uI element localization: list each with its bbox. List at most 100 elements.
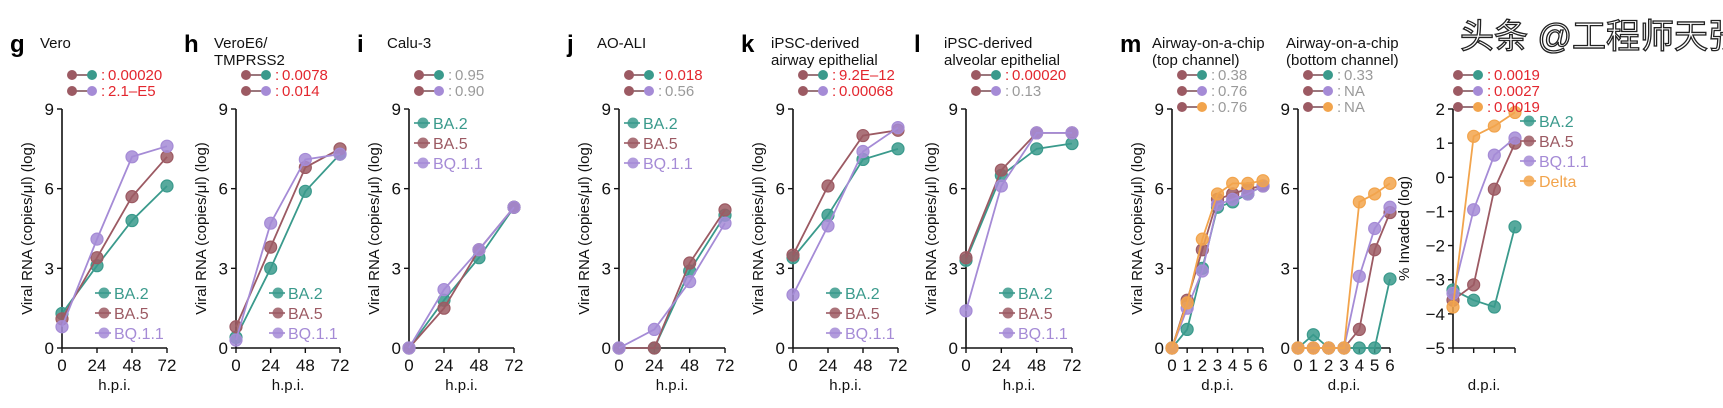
data-point (1368, 221, 1382, 236)
series-BA.2 (1446, 220, 1522, 314)
legend-marker (1002, 287, 1014, 299)
y-tick-label: 0 (45, 339, 54, 358)
data-point (1467, 203, 1481, 217)
series-BA.5 (1446, 136, 1522, 307)
x-tick-label: 72 (1063, 356, 1082, 375)
y-tick-label: 3 (219, 259, 228, 278)
data-point (229, 333, 243, 347)
p-value: 0.56 (665, 83, 694, 100)
data-point (1180, 322, 1194, 337)
panel-letter: k (741, 31, 755, 58)
series-line (235, 148, 341, 328)
pair-dot (1453, 86, 1463, 96)
legend-marker (1523, 155, 1535, 167)
series-BQ.1.1 (1446, 131, 1522, 300)
legend-label: BQ.1.1 (1018, 326, 1068, 343)
legend: BA.2 BA.5 BQ.1.1 (414, 116, 483, 173)
y-tick-label: 3 (392, 259, 401, 278)
y-tick-label: 0 (949, 339, 958, 358)
legend-label: BA.2 (288, 286, 323, 303)
p-value: 0.13 (1012, 83, 1041, 100)
data-point (125, 213, 139, 228)
x-tick-label: 3 (1339, 356, 1348, 375)
legend-label: BA.2 (1539, 114, 1574, 131)
watermark: 头条 @工程师天张 (1460, 18, 1723, 56)
data-point (1446, 300, 1460, 314)
data-point (1065, 126, 1079, 140)
data-point (1352, 269, 1366, 283)
series-line (1452, 226, 1516, 309)
y-tick-label: 0 (1281, 339, 1290, 358)
panel-title: iPSC-derived (771, 35, 859, 52)
data-point (1195, 264, 1209, 278)
legend-label: BA.2 (114, 286, 149, 303)
y-tick-label: 3 (776, 259, 785, 278)
y-tick-label: 6 (1281, 180, 1290, 199)
series-line (618, 222, 726, 349)
x-tick-label: 24 (261, 356, 280, 375)
y-tick-label: 1 (1436, 134, 1445, 153)
series-line (965, 131, 1072, 312)
series-BQ.1.1 (402, 200, 521, 355)
legend-marker (417, 117, 429, 129)
colon: : (275, 83, 279, 100)
panel-title: Calu-3 (387, 35, 431, 52)
p-value: 0.0019 (1494, 67, 1540, 84)
panel-j: j AO-ALI 0 3 6 9 0 24 48 72 h.p.i. Viral RNA (copie… (566, 31, 734, 394)
colon: : (1487, 99, 1491, 116)
pair-dot (434, 70, 444, 80)
data-point (1508, 105, 1522, 120)
series-line (792, 126, 899, 296)
legend-label: BQ.1.1 (643, 156, 693, 173)
colon: : (1005, 67, 1009, 84)
p-value: 0.38 (1218, 67, 1247, 84)
data-point (333, 147, 347, 161)
pair-dot (798, 70, 808, 80)
legend-marker (829, 287, 841, 299)
series-BA.2 (612, 208, 732, 355)
y-tick-label: −3 (1426, 271, 1445, 290)
legend-marker (272, 307, 284, 319)
data-point (1226, 176, 1240, 190)
pvalue-row: : NA (1303, 99, 1365, 116)
series-line (792, 129, 899, 256)
y-tick-label: 3 (949, 259, 958, 278)
x-tick-label: 0 (961, 356, 970, 375)
data-point (90, 251, 104, 265)
pvalue-row: :0.56 (624, 83, 694, 100)
y-tick-label: 6 (1155, 180, 1164, 199)
pvalue-row: :0.38 (1177, 67, 1247, 84)
data-point (1487, 300, 1501, 314)
data-point (1467, 278, 1481, 292)
legend-marker (417, 157, 429, 169)
p-value: 0.76 (1218, 99, 1247, 116)
p-value: 0.0078 (282, 67, 328, 84)
data-point (160, 139, 174, 153)
data-point (1467, 129, 1481, 143)
pair-dot (261, 70, 271, 80)
series-line (619, 209, 726, 349)
colon: : (1337, 83, 1341, 100)
pair-dot (818, 70, 828, 80)
pair-dot (1323, 70, 1333, 80)
series-BA.5 (959, 126, 1079, 265)
colon: : (1487, 83, 1491, 100)
panel-title: Airway-on-a-chip (1286, 35, 1399, 52)
series-BA.5 (612, 203, 732, 355)
p-value: NA (1344, 83, 1365, 100)
y-tick-label: 3 (602, 259, 611, 278)
data-point (402, 341, 416, 355)
data-point (994, 163, 1008, 177)
panel-letter: g (10, 31, 25, 58)
legend: BA.2 BA.5 BQ.1.1 (999, 286, 1068, 343)
y-tick-label: 9 (392, 100, 401, 119)
y-tick-label: 6 (392, 180, 401, 199)
y-axis-label: Viral RNA (copies/μl) (log) (193, 142, 210, 315)
pair-dot (971, 70, 981, 80)
data-point (994, 179, 1008, 193)
colon: : (1005, 83, 1009, 100)
x-tick-label: 3 (1213, 356, 1222, 375)
data-point (1352, 195, 1366, 209)
